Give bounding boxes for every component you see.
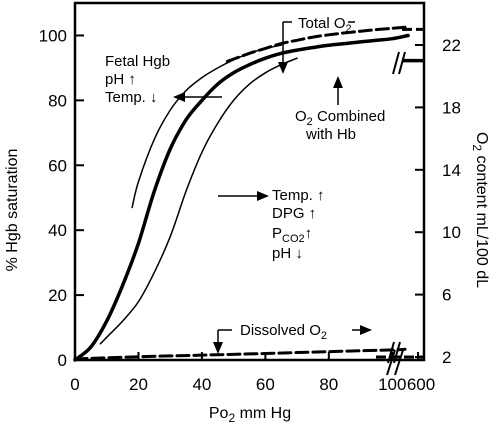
- y-tick-label: 100: [39, 26, 67, 45]
- dissolved-break-mark-2: [393, 341, 401, 364]
- y2-tick-label: 14: [442, 161, 461, 180]
- y2-tick-label: 18: [442, 98, 461, 117]
- x-break-mark-2: [394, 349, 404, 376]
- annotation-combined-line-1: O2 Combined: [295, 108, 385, 128]
- annotation-right-shift: Temp. ↑ DPG ↑ PCO2↑ pH ↓: [218, 187, 325, 262]
- x-tick-label: 100: [378, 375, 406, 394]
- y-tick-label: 80: [48, 91, 67, 110]
- annotation-total-o2-arrowhead: [278, 62, 288, 74]
- y-axis-title: % Hgb saturation: [4, 149, 21, 272]
- annotation-right-line-1: Temp. ↑: [272, 187, 325, 204]
- y2-tick-label: 2: [442, 348, 451, 367]
- annotation-fetal-line-2: pH ↑: [105, 71, 136, 88]
- y2-tick-label: 6: [442, 286, 451, 305]
- curve-break-mark-1: [392, 51, 400, 75]
- plot-frame: [73, 1, 426, 362]
- series-line-1: [73, 33, 410, 362]
- x-tick-label: 80: [319, 375, 338, 394]
- annotation-fetal-line-3: Temp. ↓: [105, 89, 158, 106]
- axis-break-marks: [386, 51, 406, 376]
- series-line-3: [99, 57, 298, 345]
- annotation-dissolved-right-arrowhead: [360, 325, 372, 335]
- annotation-right-line-2: DPG ↑: [272, 205, 316, 222]
- annotation-fetal: Fetal Hgb pH ↑ Temp. ↓: [105, 53, 222, 106]
- annotation-total-o2: Total O2: [278, 15, 355, 74]
- annotation-dissolved-arrowhead: [213, 342, 223, 354]
- annotation-dissolved: Dissolved O2: [213, 322, 372, 354]
- curves: [73, 25, 424, 362]
- annotation-right-line-4: pH ↓: [272, 245, 303, 262]
- series-line-5: [73, 347, 407, 361]
- y2-tick-label: 22: [442, 36, 461, 55]
- annotation-combined-arrowhead: [333, 76, 343, 88]
- annotation-combined: O2 Combined with Hb: [295, 76, 385, 143]
- y-tick-label: 0: [58, 351, 67, 370]
- annotation-total-o2-label: Total O2: [298, 15, 352, 35]
- y-tick-label: 40: [48, 221, 67, 240]
- dissolved-break-mark-1: [387, 341, 395, 364]
- annotation-fetal-line-1: Fetal Hgb: [105, 53, 170, 70]
- y2-axis-title: O2 content mL/100 dL: [470, 132, 490, 288]
- x-tick-label: 20: [129, 375, 148, 394]
- y-tick-label: 20: [48, 286, 67, 305]
- annotation-right-arrowhead: [257, 191, 269, 201]
- annotation-combined-line-2: with Hb: [305, 126, 356, 143]
- x-break-mark-1: [386, 349, 396, 376]
- series-line-4: [225, 25, 407, 63]
- x-tick-label: 600: [407, 375, 435, 394]
- annotation-dissolved-label: Dissolved O2: [240, 322, 327, 342]
- y2-tick-label: 10: [442, 223, 461, 242]
- curve-break-mark-2: [398, 51, 406, 75]
- x-tick-label: 40: [192, 375, 211, 394]
- y-tick-label: 60: [48, 156, 67, 175]
- x-tick-label: 60: [256, 375, 275, 394]
- annotation-right-line-3: PCO2↑: [272, 225, 312, 245]
- x-tick-label: 0: [70, 375, 79, 394]
- x-axis-title: Po2 mm Hg: [209, 405, 291, 425]
- annotation-fetal-arrowhead: [173, 92, 185, 102]
